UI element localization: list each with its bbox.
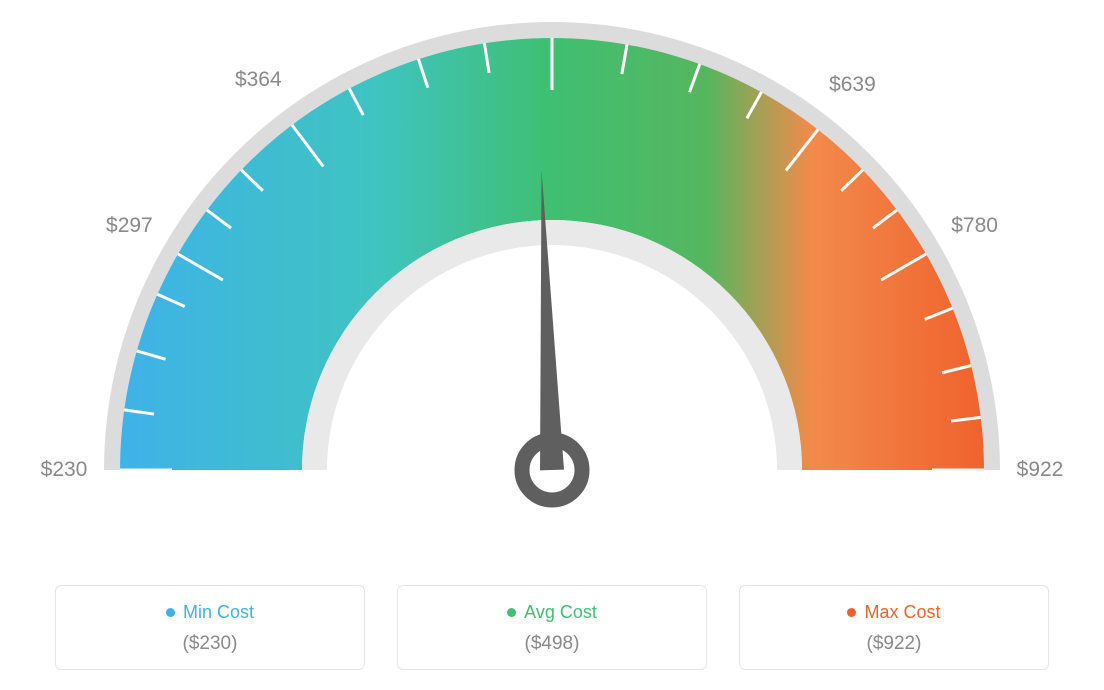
legend-label-min: Min Cost: [183, 602, 254, 623]
legend-title-max: Max Cost: [847, 602, 940, 623]
legend-value-avg: ($498): [398, 633, 706, 655]
legend-card-min: Min Cost ($230): [55, 585, 365, 670]
gauge-area: $230$297$364$498$639$780$922: [0, 0, 1104, 560]
gauge-tick-label: $639: [829, 73, 876, 97]
legend-dot-min: [166, 608, 175, 617]
gauge-tick-label: $230: [41, 458, 88, 482]
legend-title-avg: Avg Cost: [507, 602, 597, 623]
gauge-tick-label: $297: [106, 214, 153, 238]
legend-title-min: Min Cost: [166, 602, 254, 623]
legend-row: Min Cost ($230) Avg Cost ($498) Max Cost…: [0, 585, 1104, 670]
gauge-chart: [0, 0, 1104, 560]
legend-card-avg: Avg Cost ($498): [397, 585, 707, 670]
legend-dot-avg: [507, 608, 516, 617]
cost-gauge-container: $230$297$364$498$639$780$922 Min Cost ($…: [0, 0, 1104, 690]
gauge-tick-label: $780: [951, 214, 998, 238]
gauge-tick-label: $364: [235, 68, 282, 92]
legend-value-min: ($230): [56, 633, 364, 655]
legend-dot-max: [847, 608, 856, 617]
legend-label-max: Max Cost: [864, 602, 940, 623]
legend-card-max: Max Cost ($922): [739, 585, 1049, 670]
gauge-tick-label: $922: [1017, 458, 1064, 482]
legend-label-avg: Avg Cost: [524, 602, 597, 623]
legend-value-max: ($922): [740, 633, 1048, 655]
